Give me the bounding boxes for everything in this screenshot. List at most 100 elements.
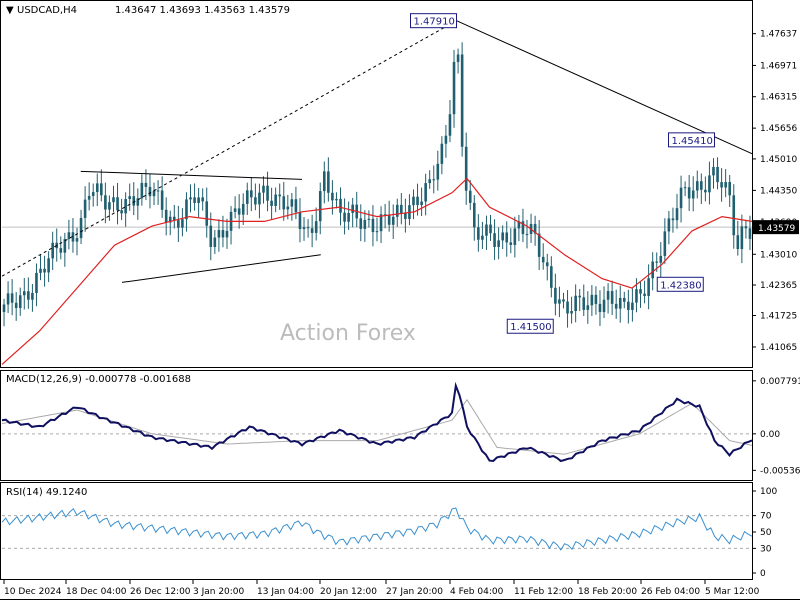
rsi-tick-label: 70: [760, 512, 772, 522]
candle-body: [444, 135, 448, 144]
candle-body: [578, 295, 582, 298]
candle-body: [197, 197, 200, 203]
candle-body: [290, 199, 294, 207]
price-axis: 1.47637 1.46971 1.46315 1.45656 1.45010 1.443…: [752, 30, 799, 353]
candle-body: [322, 171, 326, 192]
candle-body: [31, 292, 34, 300]
candle-body: [383, 214, 387, 216]
candle-body: [217, 230, 221, 238]
price-annotation-label: 1.42380: [660, 280, 701, 291]
candle-body: [245, 190, 249, 204]
candle-body: [156, 190, 160, 192]
candle-body: [667, 218, 671, 232]
candle-body: [704, 189, 707, 193]
candle-body: [700, 181, 703, 190]
candle-body: [683, 187, 687, 189]
main-panel: [0, 0, 753, 368]
candle-body: [132, 196, 136, 206]
candle-body: [278, 194, 282, 197]
current-price-tag: [753, 220, 799, 235]
candle-body: [116, 197, 119, 211]
candle-body: [327, 171, 330, 193]
candle-body: [27, 291, 30, 300]
candle-body: [631, 302, 634, 310]
time-tick-label: 18 Feb 20:00: [578, 587, 637, 597]
macd-label: MACD(12,26,9) -0.000778 -0.001688: [6, 374, 191, 385]
candle-body: [363, 219, 367, 229]
candle-body: [128, 196, 132, 200]
price-tick-label: 1.41725: [760, 312, 797, 322]
candle-body: [440, 143, 444, 164]
candle-body: [59, 248, 63, 253]
candle-body: [655, 261, 659, 263]
candle-body: [525, 234, 529, 236]
candle-body: [282, 196, 286, 210]
trendline-falling-resistance: [456, 20, 753, 155]
price-tick-label: 1.43010: [760, 250, 797, 260]
price-plot: 1.47910 1.45410 1.42380 1.41500: [1, 13, 753, 365]
candle-body: [310, 228, 314, 233]
candle-body: [189, 197, 192, 200]
candle-body: [720, 182, 723, 188]
candle-body: [598, 303, 602, 313]
candle-body: [659, 255, 663, 263]
candle-body: [618, 297, 622, 309]
candle-body: [286, 206, 290, 210]
time-tick-label: 5 Mar 12:00: [705, 587, 760, 597]
candle-body: [343, 212, 346, 222]
price-annotation-box: [506, 318, 554, 334]
candle-body: [43, 268, 46, 273]
candle-body: [679, 187, 683, 209]
candle-body: [740, 226, 744, 250]
candle-body: [558, 299, 561, 304]
candle-body: [168, 216, 172, 223]
candle-body: [347, 212, 350, 222]
price-tick-label: 1.41065: [760, 343, 797, 353]
candle-body: [298, 212, 302, 230]
candle-body: [647, 278, 650, 297]
candle-body: [221, 230, 225, 238]
candle-body: [460, 54, 464, 147]
candle-body: [185, 199, 188, 220]
candle-body: [671, 218, 675, 221]
candle-body: [91, 192, 95, 196]
candle-body: [513, 228, 517, 245]
candle-body: [428, 179, 432, 184]
candle-body: [172, 216, 176, 221]
candle-body: [318, 191, 322, 222]
candle-body: [505, 232, 509, 243]
candle-body: [274, 194, 277, 206]
candle-body: [193, 197, 196, 203]
candle-body: [359, 218, 363, 229]
candle-body: [140, 182, 144, 199]
candle-body: [485, 224, 488, 236]
candle-body: [144, 182, 148, 187]
rsi-line: [1, 507, 753, 551]
candle-body: [663, 231, 667, 256]
candle-body: [448, 114, 452, 136]
candle-body: [748, 228, 752, 239]
time-tick-label: 13 Jan 04:00: [257, 587, 314, 597]
rsi-plot: 100 70 50 30 0: [1, 487, 777, 579]
price-tick-label: 1.47637: [760, 30, 797, 40]
candle-body: [468, 190, 472, 203]
candle-body: [108, 202, 111, 210]
candle-body: [436, 163, 440, 180]
candle-body: [493, 233, 496, 247]
candle-body: [537, 233, 541, 257]
candle-body: [554, 287, 557, 304]
candle-body: [545, 262, 549, 267]
candle-body: [395, 204, 399, 217]
candle-body: [606, 291, 610, 300]
chart-menu-icon[interactable]: ▼: [6, 5, 14, 16]
candle-body: [420, 201, 423, 206]
candle-body: [651, 261, 654, 279]
price-tick-label: 1.44350: [760, 186, 797, 196]
candle-body: [181, 219, 184, 228]
candle-body: [254, 197, 257, 205]
candle-body: [51, 242, 54, 259]
macd-tick-label: 0.007791: [760, 377, 800, 387]
candle-body: [79, 217, 83, 239]
candle-body: [404, 212, 407, 219]
